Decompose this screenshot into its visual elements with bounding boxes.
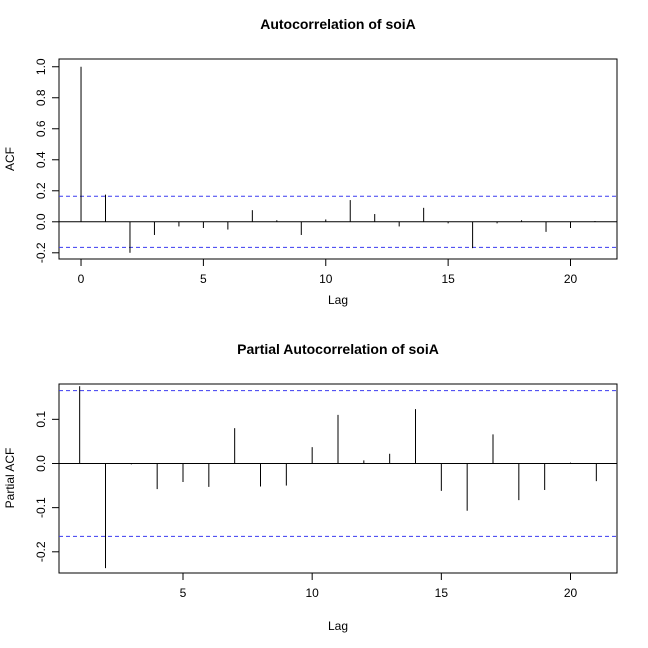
y-tick-label: 0.0 xyxy=(34,455,48,472)
y-tick-label: 0.8 xyxy=(34,89,48,106)
tick-labels: 0 5 10 15 20 -0.2 0.0 0.2 0.4 0.6 0.8 1.0 xyxy=(34,58,577,286)
x-axis-label: Lag xyxy=(328,293,348,307)
x-tick-label: 5 xyxy=(180,586,187,600)
x-tick-label: 20 xyxy=(564,586,578,600)
x-tick-label: 15 xyxy=(441,272,455,286)
y-axis-label: ACF xyxy=(3,147,17,171)
acf-bars xyxy=(80,66,596,253)
tick-labels: 5 10 15 20 -0.2 -0.1 0.0 0.1 xyxy=(34,411,577,600)
y-tick-label: 1.0 xyxy=(34,58,48,75)
x-tick-label: 5 xyxy=(200,272,207,286)
y-tick-label: 0.6 xyxy=(34,120,48,137)
pacf-bars xyxy=(79,386,597,569)
axis-ticks xyxy=(52,418,571,580)
x-tick-label: 0 xyxy=(78,272,85,286)
chart-title: Partial Autocorrelation of soiA xyxy=(237,341,439,357)
pacf-panel: Partial Autocorrelation of soiA 5 10 15 20 -… xyxy=(3,341,618,633)
y-tick-label: -0.2 xyxy=(34,242,48,263)
y-tick-label: -0.2 xyxy=(34,541,48,562)
axis-ticks xyxy=(52,66,571,266)
y-tick-label: 0.1 xyxy=(34,411,48,428)
plot-frame xyxy=(58,58,618,260)
x-tick-label: 15 xyxy=(435,586,449,600)
y-tick-label: 0.4 xyxy=(34,151,48,168)
y-tick-label: 0.0 xyxy=(34,213,48,230)
x-axis-label: Lag xyxy=(328,619,348,633)
plot-frame xyxy=(58,383,618,574)
x-tick-label: 10 xyxy=(319,272,333,286)
y-axis-label: Partial ACF xyxy=(3,448,17,509)
x-tick-label: 10 xyxy=(305,586,319,600)
y-tick-label: -0.1 xyxy=(34,497,48,518)
acf-panel: Autocorrelation of soiA 0 5 10 15 20-0.20.00… xyxy=(3,16,618,307)
y-tick-label: 0.2 xyxy=(34,182,48,199)
x-tick-label: 20 xyxy=(564,272,578,286)
chart-title: Autocorrelation of soiA xyxy=(260,16,416,32)
